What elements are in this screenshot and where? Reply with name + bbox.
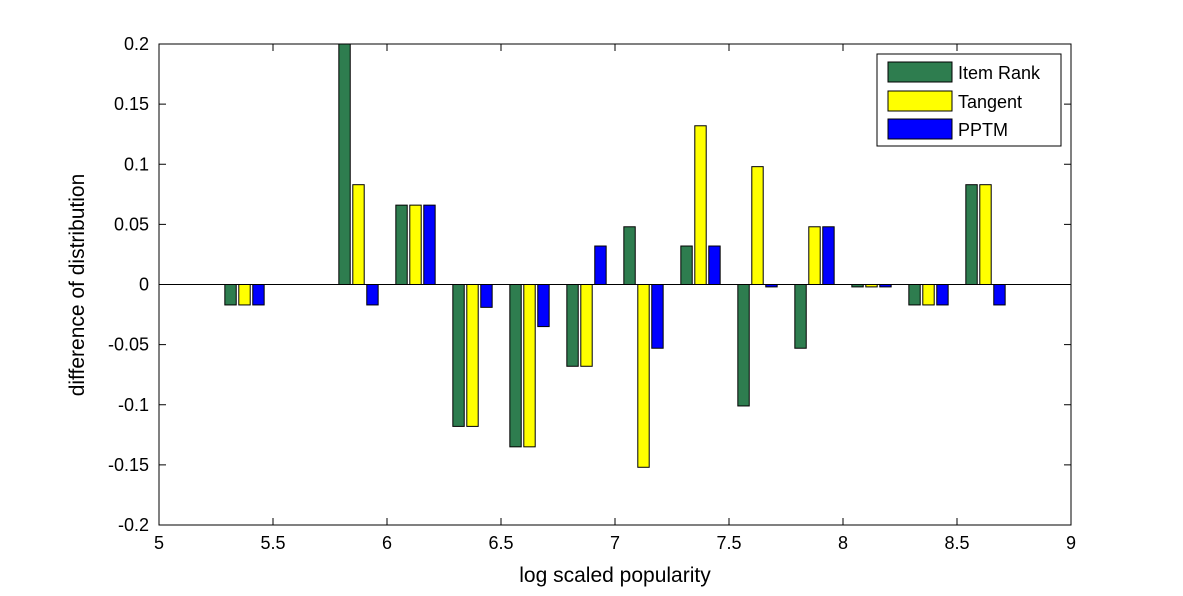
bar-pptm — [480, 284, 493, 308]
bar-pptm — [651, 284, 664, 349]
bar-item-rank — [395, 204, 408, 285]
bar-item-rank — [623, 226, 636, 285]
bar-tangent — [808, 226, 821, 285]
x-tick-label: 7.5 — [716, 533, 741, 553]
legend-label-item-rank: Item Rank — [958, 63, 1041, 83]
bar-tangent — [580, 284, 593, 367]
bar-item-rank — [452, 284, 465, 427]
x-axis-label: log scaled popularity — [519, 564, 711, 587]
bar-tangent — [979, 184, 992, 286]
x-tick-label: 6.5 — [488, 533, 513, 553]
x-tick-label: 9 — [1066, 533, 1076, 553]
bar-tangent — [466, 284, 479, 427]
bar-tangent — [751, 166, 764, 285]
legend: Item Rank Tangent PPTM — [876, 53, 1062, 147]
bar-item-rank — [224, 284, 237, 306]
bar-tangent — [523, 284, 536, 448]
bar-item-rank — [680, 245, 693, 286]
bar-tangent — [409, 204, 422, 285]
y-tick-label: -0.15 — [108, 455, 149, 475]
bar-tangent — [922, 284, 935, 306]
y-axis-label: difference of distribution — [66, 174, 89, 397]
bar-item-rank — [965, 184, 978, 286]
y-tick-label: -0.1 — [118, 395, 149, 415]
y-tick-label: 0.05 — [114, 214, 149, 234]
bar-pptm — [708, 245, 721, 286]
bar-item-rank — [737, 284, 750, 407]
bar-tangent — [694, 125, 707, 285]
y-tick-label: 0 — [139, 275, 149, 295]
bar-pptm — [537, 284, 550, 328]
x-tick-label: 7 — [610, 533, 620, 553]
bar-tangent — [865, 284, 878, 288]
y-tick-label: -0.05 — [108, 335, 149, 355]
x-tick-label: 5.5 — [260, 533, 285, 553]
bar-pptm — [765, 284, 778, 288]
bar-item-rank — [509, 284, 522, 448]
bar-pptm — [594, 245, 607, 286]
bar-tangent — [352, 184, 365, 286]
bar-pptm — [822, 226, 835, 285]
bar-pptm — [993, 284, 1006, 306]
y-tick-label: -0.2 — [118, 515, 149, 535]
bar-item-rank — [794, 284, 807, 349]
bar-item-rank — [338, 43, 351, 285]
y-tick-label: 0.1 — [124, 154, 149, 174]
bar-tangent — [238, 284, 251, 306]
bar-tangent — [637, 284, 650, 468]
x-tick-label: 8.5 — [944, 533, 969, 553]
legend-swatch-pptm — [887, 118, 953, 140]
legend-label-pptm: PPTM — [958, 120, 1008, 140]
x-tick-label: 5 — [154, 533, 164, 553]
bar-item-rank — [851, 284, 864, 288]
x-tick-label: 6 — [382, 533, 392, 553]
bar-item-rank — [908, 284, 921, 306]
legend-swatch-item-rank — [887, 61, 953, 83]
x-tick-label: 8 — [838, 533, 848, 553]
bar-item-rank — [566, 284, 579, 367]
y-tick-label: 0.15 — [114, 94, 149, 114]
bar-pptm — [423, 204, 436, 285]
bar-pptm — [879, 284, 892, 288]
legend-label-tangent: Tangent — [958, 92, 1022, 112]
legend-swatch-tangent — [887, 90, 953, 112]
bar-pptm — [366, 284, 379, 306]
bar-pptm — [936, 284, 949, 306]
bar-pptm — [252, 284, 265, 306]
y-tick-label: 0.2 — [124, 34, 149, 54]
